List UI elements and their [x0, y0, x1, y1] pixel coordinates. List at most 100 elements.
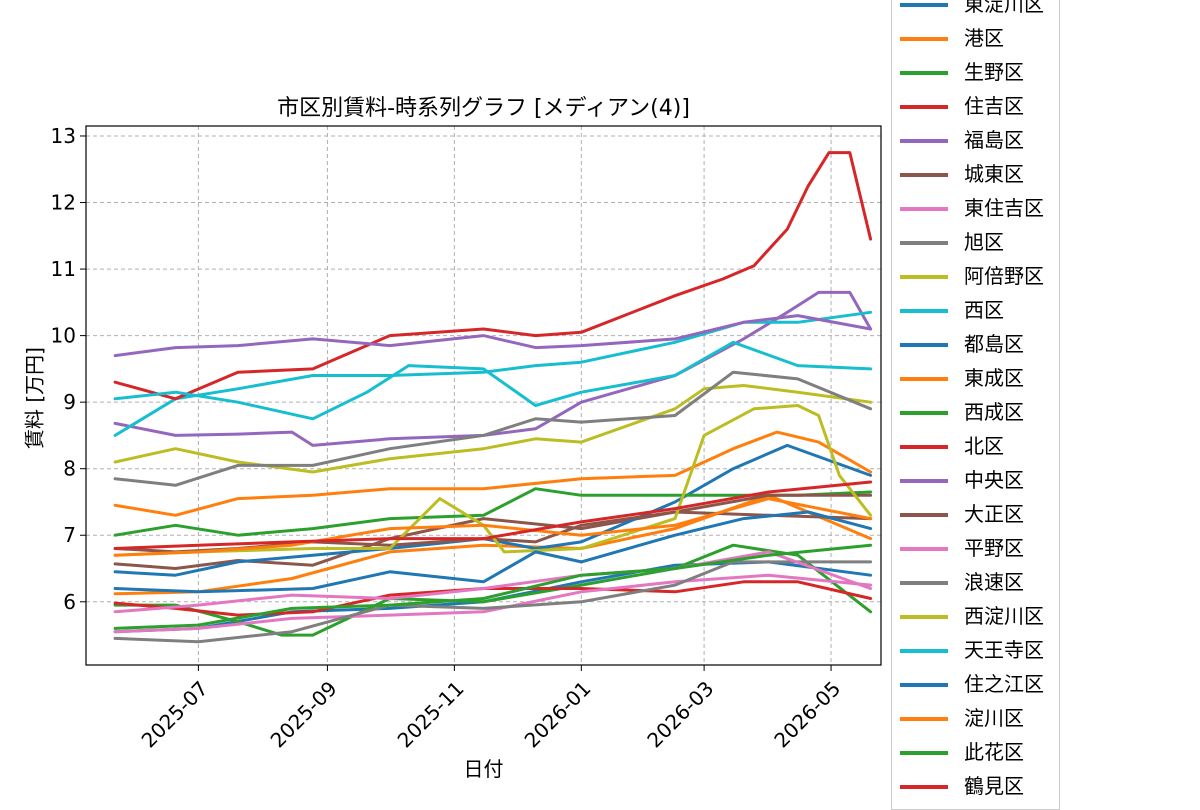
legend-item: 阿倍野区: [892, 260, 1061, 294]
legend-label: 此花区: [964, 740, 1024, 764]
legend-label: 旭区: [964, 230, 1004, 254]
y-tick-label: 12: [51, 191, 76, 215]
series-line: [113, 560, 873, 644]
legend-label: 中央区: [964, 468, 1024, 492]
y-tick-label: 13: [51, 124, 76, 148]
legend-swatch: [900, 513, 948, 517]
y-tick-label: 7: [63, 523, 76, 547]
legend-swatch: [900, 445, 948, 449]
legend-label: 西成区: [964, 400, 1024, 424]
series-line: [113, 480, 873, 550]
legend-label: 西淀川区: [964, 604, 1044, 628]
legend-item: 東成区: [892, 362, 1061, 396]
legend-item: 北区: [892, 430, 1061, 464]
legend-item: 東住吉区: [892, 192, 1061, 226]
legend-swatch: [900, 309, 948, 313]
legend-swatch: [900, 479, 948, 483]
series-lines: [113, 151, 873, 644]
series-line: [113, 550, 873, 614]
legend-swatch: [900, 377, 948, 381]
x-tick-label: 2025-07: [137, 676, 213, 752]
series-line: [113, 314, 873, 358]
x-axis: 2025-07 2025-09 2025-11 2026-01 2026-03 2026-…: [137, 665, 845, 752]
x-tick-label: 2025-11: [393, 676, 469, 752]
legend-item: 西成区: [892, 396, 1061, 430]
y-tick-label: 6: [63, 590, 76, 614]
series-line: [113, 384, 873, 474]
legend-swatch: [900, 3, 948, 7]
legend-swatch: [900, 683, 948, 687]
x-tick-label: 2025-09: [266, 676, 342, 752]
y-tick-label: 11: [51, 257, 76, 281]
legend-item: 淀川区: [892, 702, 1061, 736]
legend-swatch: [900, 785, 948, 789]
legend-swatch: [900, 139, 948, 143]
legend-label: 住吉区: [964, 94, 1024, 118]
legend-item: 住之江区: [892, 668, 1061, 702]
y-axis-label: 賃料 [万円]: [22, 347, 47, 449]
legend-label: 都島区: [964, 332, 1024, 356]
legend-label: 大正区: [964, 502, 1024, 526]
y-tick-label: 8: [63, 457, 76, 481]
legend-label: 福島区: [964, 128, 1024, 152]
legend-item: 東淀川区: [892, 0, 1061, 22]
series-line: [113, 443, 873, 577]
legend-item: 鶴見区: [892, 770, 1061, 804]
x-tick-label: 2026-01: [520, 676, 596, 752]
legend-label: 淀川区: [964, 706, 1024, 730]
series-line: [113, 497, 873, 557]
series-line: [113, 510, 873, 594]
x-axis-label: 日付: [463, 757, 504, 781]
legend-swatch: [900, 717, 948, 721]
x-tick-label: 2026-03: [642, 676, 718, 752]
legend-swatch: [900, 105, 948, 109]
legend-label: 東成区: [964, 366, 1024, 390]
legend-item: 平野区: [892, 532, 1061, 566]
series-line: [113, 370, 873, 487]
legend-label: 東淀川区: [964, 0, 1044, 16]
legend-label: 城東区: [964, 162, 1024, 186]
series-line: [113, 290, 873, 447]
legend-item: 中央区: [892, 464, 1061, 498]
legend-label: 阿倍野区: [964, 264, 1044, 288]
legend-swatch: [900, 581, 948, 585]
legend-label: 東住吉区: [964, 196, 1044, 220]
legend-label: 鶴見区: [964, 774, 1024, 798]
legend-item: 大正区: [892, 498, 1061, 532]
legend-item: 港区: [892, 22, 1061, 56]
legend-item: 天王寺区: [892, 634, 1061, 668]
legend-item: 城東区: [892, 158, 1061, 192]
legend-label: 浪速区: [964, 570, 1024, 594]
series-line: [113, 573, 873, 634]
legend-swatch: [900, 649, 948, 653]
legend-swatch: [900, 615, 948, 619]
series-line: [113, 510, 873, 570]
plot-frame: [85, 125, 882, 666]
legend-item: 生野区: [892, 56, 1061, 90]
legend-label: 天王寺区: [964, 638, 1044, 662]
series-line: [113, 543, 873, 630]
legend-item: 福島区: [892, 124, 1061, 158]
legend: 東淀川区 港区 生野区 住吉区 福島区 城東区 東住吉区 旭区 阿倍野区 西区 都島区 東成区 西成区北…: [891, 0, 1060, 810]
legend-label: 港区: [964, 26, 1004, 50]
legend-item: 此花区: [892, 736, 1061, 770]
legend-item: 西淀川区: [892, 600, 1061, 634]
legend-item: 旭区: [892, 226, 1061, 260]
legend-swatch: [900, 71, 948, 75]
x-tick-label: 2026-05: [769, 676, 845, 752]
series-line: [113, 340, 873, 421]
legend-swatch: [900, 173, 948, 177]
legend-item: 都島区: [892, 328, 1061, 362]
legend-swatch: [900, 207, 948, 211]
legend-swatch: [900, 37, 948, 41]
legend-swatch: [900, 411, 948, 415]
legend-label: 生野区: [964, 60, 1024, 84]
legend-label: 平野区: [964, 536, 1024, 560]
series-line: [113, 487, 873, 537]
y-axis: 6 7 8 9 10 11 12 13: [51, 124, 86, 614]
series-line: [113, 151, 873, 401]
legend-item: 浪速区: [892, 566, 1061, 600]
legend-swatch: [900, 547, 948, 551]
legend-swatch: [900, 275, 948, 279]
